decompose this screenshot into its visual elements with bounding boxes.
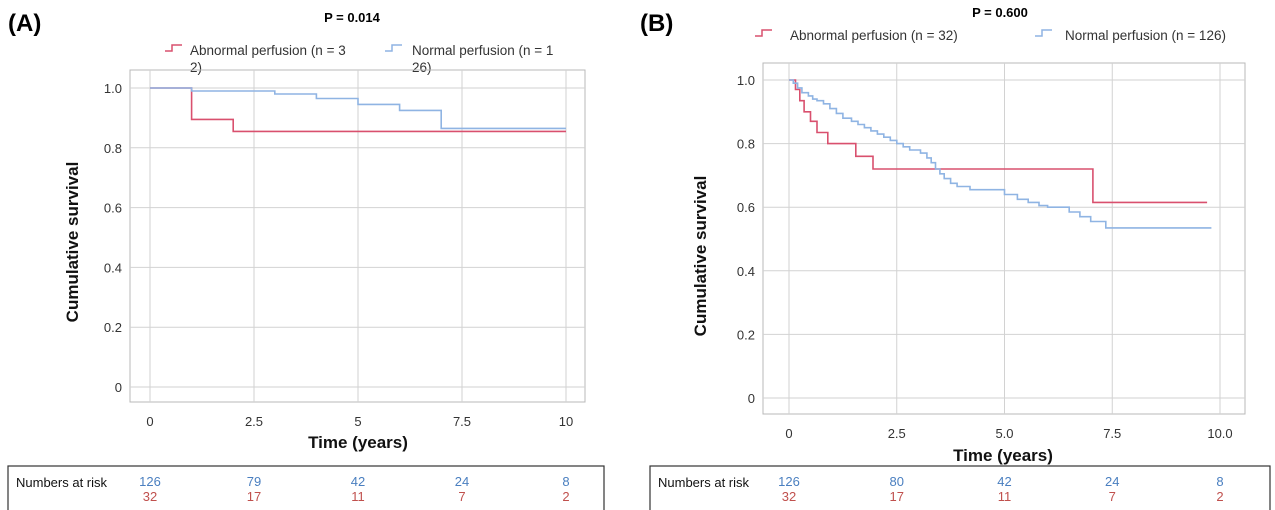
risk-count: 7 — [1109, 489, 1116, 504]
y-tick-label: 0.2 — [737, 327, 755, 342]
risk-count: 32 — [782, 489, 796, 504]
risk-count: 8 — [1216, 474, 1223, 489]
y-tick-label: 0 — [748, 391, 755, 406]
risk-table — [7, 465, 605, 510]
risk-count: 7 — [458, 489, 465, 504]
x-tick-label: 2.5 — [888, 426, 906, 441]
risk-count: 79 — [247, 474, 261, 489]
risk-count: 2 — [562, 489, 569, 504]
x-tick-label: 0 — [146, 414, 153, 429]
panel-label: (A) — [8, 10, 41, 37]
y-tick-label: 0 — [115, 380, 122, 395]
legend-label-0: Abnormal perfusion (n = 3 2) — [190, 43, 346, 75]
x-tick-label: 10.0 — [1207, 426, 1232, 441]
y-tick-label: 0.8 — [737, 137, 755, 152]
risk-table-label: Numbers at risk — [658, 475, 750, 490]
legend-label-1: Normal perfusion (n = 1 26) — [412, 43, 553, 75]
p-value-title: P = 0.014 — [324, 10, 381, 25]
y-tick-label: 1.0 — [737, 73, 755, 88]
risk-table-label: Numbers at risk — [16, 475, 108, 490]
y-tick-label: 0.8 — [104, 141, 122, 156]
y-tick-label: 0.6 — [737, 200, 755, 215]
legend-label-line: Abnormal perfusion (n = 3 — [190, 43, 346, 58]
risk-count: 2 — [1216, 489, 1223, 504]
risk-count: 42 — [997, 474, 1011, 489]
legend-label-line: 2) — [190, 60, 202, 75]
y-tick-label: 1.0 — [104, 81, 122, 96]
risk-count: 17 — [890, 489, 904, 504]
legend-swatch-0 — [755, 29, 772, 37]
risk-count: 126 — [139, 474, 161, 489]
risk-count: 8 — [562, 474, 569, 489]
x-tick-label: 5 — [354, 414, 361, 429]
legend-swatch-1 — [385, 44, 402, 52]
y-tick-label: 0.2 — [104, 320, 122, 335]
risk-count: 11 — [351, 489, 365, 504]
panel-b: (B) P = 0.600 Abnormal perfusion (n = 32) N… — [640, 5, 1271, 510]
y-tick-label: 0.4 — [104, 260, 122, 275]
panel-label: (B) — [640, 10, 673, 37]
risk-count: 42 — [351, 474, 365, 489]
x-axis-label: Time (years) — [308, 433, 408, 452]
x-tick-label: 5.0 — [995, 426, 1013, 441]
risk-count: 17 — [247, 489, 261, 504]
legend-label-0: Abnormal perfusion (n = 32) — [790, 28, 958, 43]
series-line-0 — [789, 79, 1208, 204]
x-tick-label: 10 — [559, 414, 573, 429]
p-value-title: P = 0.600 — [972, 5, 1028, 20]
risk-count: 24 — [1105, 474, 1119, 489]
legend-label-line: Normal perfusion (n = 1 — [412, 43, 553, 58]
legend-swatch-0 — [165, 44, 182, 52]
y-axis-label: Cumulative survival — [63, 162, 82, 323]
y-tick-label: 0.4 — [737, 264, 755, 279]
series-line-1 — [789, 79, 1212, 229]
legend-label-1: Normal perfusion (n = 126) — [1065, 28, 1226, 43]
risk-count: 24 — [455, 474, 469, 489]
y-axis-label: Cumulative survival — [691, 176, 710, 337]
x-axis-label: Time (years) — [953, 446, 1053, 465]
risk-count: 11 — [998, 489, 1012, 504]
x-tick-label: 7.5 — [1103, 426, 1121, 441]
panel-a: (A) P = 0.014 Abnormal perfusion (n = 3 2) N… — [7, 10, 605, 510]
y-tick-label: 0.6 — [104, 201, 122, 216]
x-tick-label: 7.5 — [453, 414, 471, 429]
legend-label-line: 26) — [412, 60, 432, 75]
risk-table — [649, 465, 1271, 510]
series-line-1 — [150, 87, 566, 130]
x-tick-label: 2.5 — [245, 414, 263, 429]
risk-count: 126 — [778, 474, 800, 489]
risk-count: 32 — [143, 489, 157, 504]
risk-count: 80 — [890, 474, 904, 489]
legend-swatch-1 — [1035, 29, 1052, 37]
x-tick-label: 0 — [785, 426, 792, 441]
